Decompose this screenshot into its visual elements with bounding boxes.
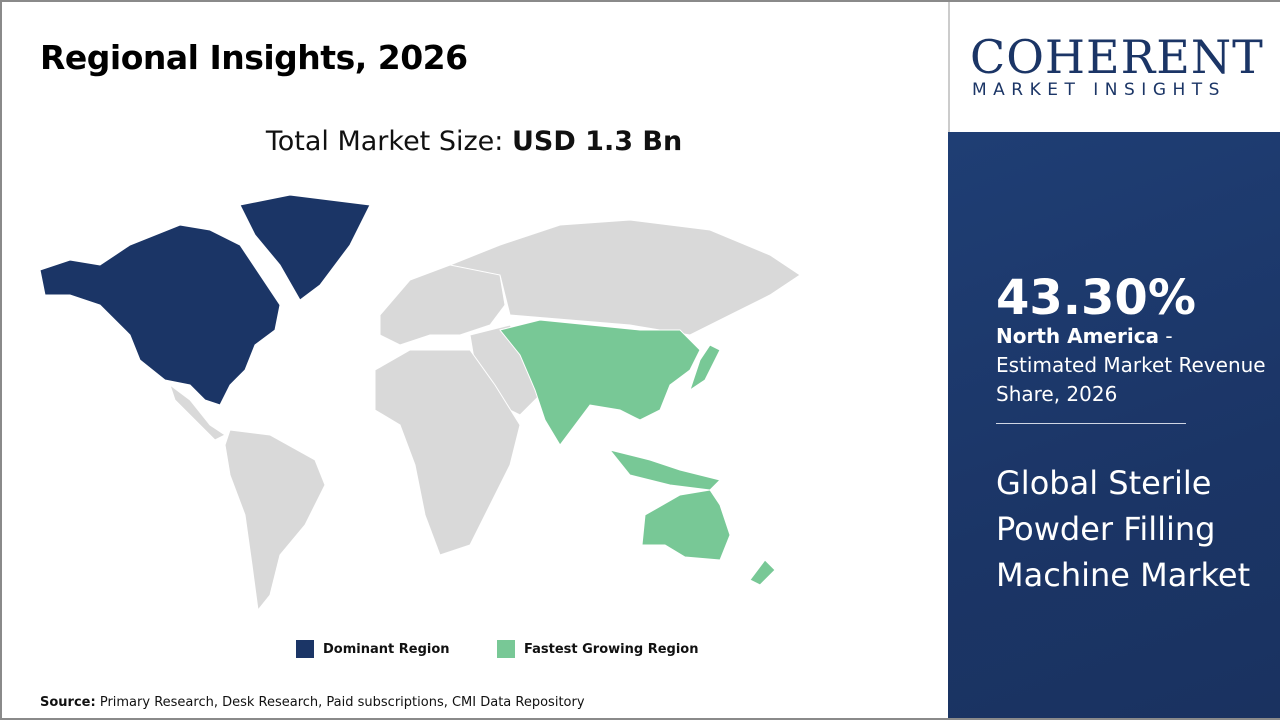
share-desc-text: - Estimated Market Revenue Share, 2026 [996,324,1266,406]
map-new-zealand [749,559,776,586]
legend-fastest: Fastest Growing Region [497,640,698,658]
map-australia [641,489,731,561]
map-north-america [39,224,281,406]
right-panel: COHERENT MARKET INSIGHTS 43.30% North Am… [948,0,1280,720]
total-market-size: Total Market Size: USD 1.3 Bn [0,126,948,157]
share-region: North America [996,324,1160,348]
legend-swatch-fastest [497,640,515,658]
source-note: Source: Primary Research, Desk Research,… [40,695,585,710]
map-africa [374,349,521,556]
map-russia [448,219,801,336]
logo-subtitle: MARKET INSIGHTS [972,80,1226,100]
map-central-america [169,383,226,441]
market-name: Global Sterile Powder Filling Machine Ma… [996,464,1251,594]
map-south-america [224,429,326,612]
source-text: Primary Research, Desk Research, Paid su… [99,695,585,710]
world-map [39,194,801,612]
share-percent: 43.30% [996,270,1196,326]
map-japan [689,344,721,392]
market-size-label: Total Market Size: [265,126,504,157]
map-greenland [239,194,371,301]
source-label: Source: [40,695,96,710]
map-southeast-asia [608,449,721,491]
legend-dominant: Dominant Region [296,640,450,658]
insight-panel: 43.30% North America - Estimated Market … [948,132,1280,720]
legend-swatch-dominant [296,640,314,658]
map-europe [379,254,506,346]
company-logo: COHERENT MARKET INSIGHTS [948,0,1280,132]
page-title: Regional Insights, 2026 [40,38,468,77]
market-size-value: USD 1.3 Bn [511,126,683,157]
legend-label: Dominant Region [323,641,450,657]
logo-wordmark: COHERENT [970,30,1264,84]
divider [996,423,1186,424]
share-description: North America - Estimated Market Revenue… [996,322,1266,409]
legend-label: Fastest Growing Region [524,641,699,657]
map-asia [499,319,701,446]
